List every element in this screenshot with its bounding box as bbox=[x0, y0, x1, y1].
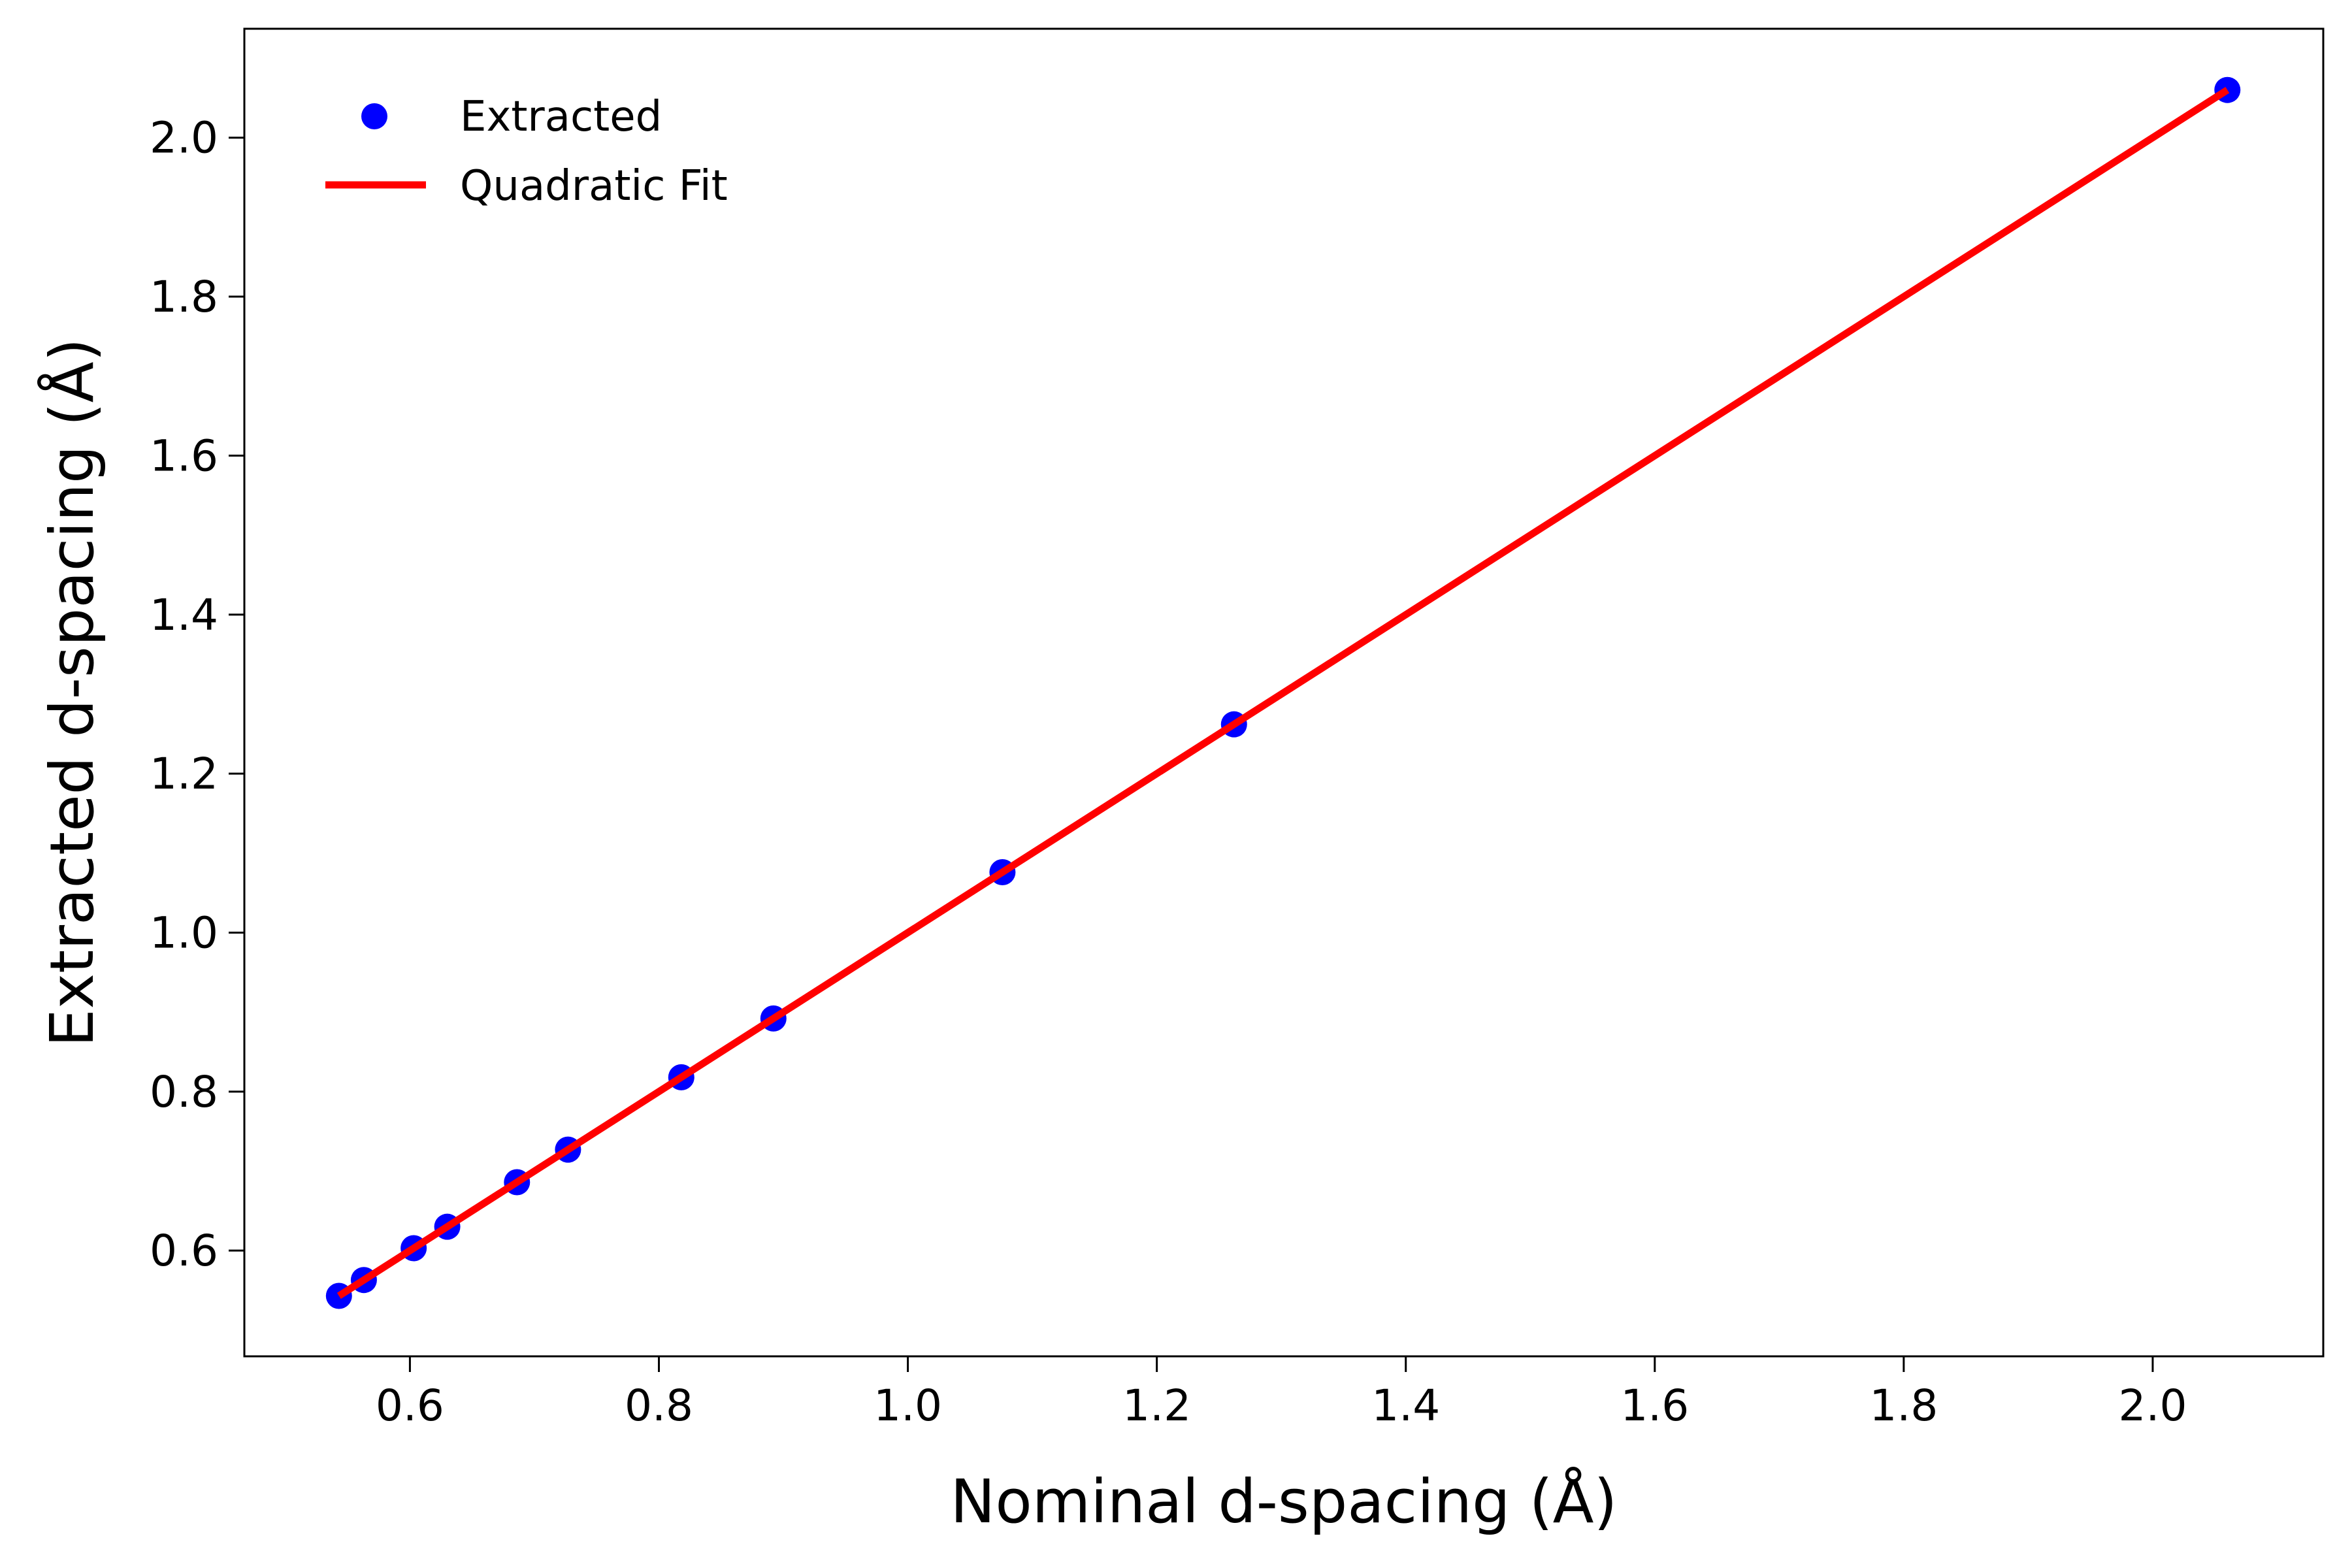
x-axis-label: Nominal d-spacing (Å) bbox=[951, 1466, 1618, 1537]
x-tick-label: 1.6 bbox=[1620, 1380, 1689, 1431]
x-tick-label: 0.6 bbox=[376, 1380, 444, 1431]
y-tick-label: 1.6 bbox=[150, 431, 218, 481]
y-tick-label: 1.8 bbox=[150, 272, 218, 322]
y-tick-label: 1.4 bbox=[150, 590, 218, 640]
y-tick-label: 0.8 bbox=[150, 1067, 218, 1117]
x-tick-label: 1.4 bbox=[1371, 1380, 1440, 1431]
plot-frame bbox=[243, 27, 2325, 1358]
x-tick-label: 1.8 bbox=[1869, 1380, 1938, 1431]
legend-marker-extracted bbox=[361, 103, 387, 129]
y-axis: 0.6 0.8 1.0 1.2 1.4 1.6 1.8 2.0 bbox=[150, 113, 244, 1276]
y-tick-label: 1.0 bbox=[150, 907, 218, 958]
y-axis-label: Extracted d-spacing (Å) bbox=[37, 338, 107, 1047]
y-tick-label: 1.2 bbox=[150, 749, 218, 799]
x-axis: 0.6 0.8 1.0 1.2 1.4 1.6 1.8 2.0 bbox=[376, 1356, 2187, 1431]
series-layer bbox=[325, 76, 2241, 1309]
x-tick-label: 1.2 bbox=[1122, 1380, 1191, 1431]
legend-label-quadratic-fit: Quadratic Fit bbox=[460, 162, 728, 210]
legend: Extracted Quadratic Fit bbox=[325, 93, 728, 210]
x-tick-label: 1.0 bbox=[874, 1380, 942, 1431]
fit-line-quadratic bbox=[336, 87, 2230, 1299]
y-tick-label: 2.0 bbox=[150, 113, 218, 163]
y-tick-label: 0.6 bbox=[150, 1226, 218, 1276]
x-tick-label: 2.0 bbox=[2118, 1380, 2187, 1431]
plot-area bbox=[325, 76, 2241, 1309]
x-tick-label: 0.8 bbox=[625, 1380, 693, 1431]
legend-label-extracted: Extracted bbox=[460, 93, 662, 141]
